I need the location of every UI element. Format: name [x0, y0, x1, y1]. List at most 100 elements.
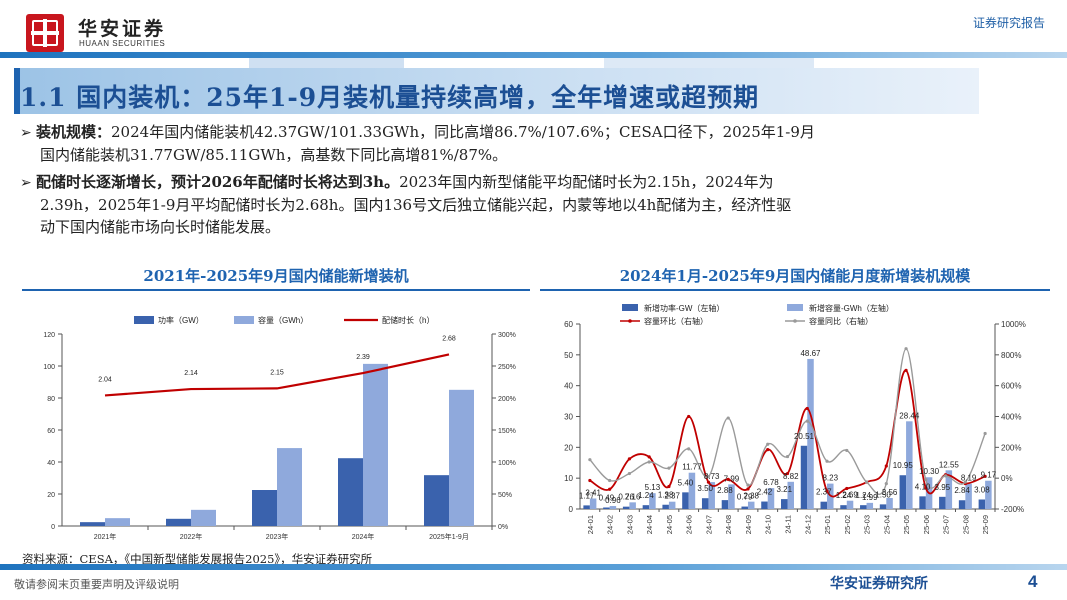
mom-point [706, 480, 711, 484]
bar-capacity [105, 518, 130, 526]
mom-point [884, 464, 888, 468]
x-tick-label: 25-03 [863, 515, 872, 534]
duration-data-label: 2.14 [184, 370, 198, 377]
bar-power [800, 445, 808, 509]
bar-data-label: 2.84 [954, 486, 970, 495]
bar-power [642, 505, 650, 509]
x-tick-label: 25-05 [902, 515, 911, 534]
yoy-point [706, 475, 711, 479]
bar-power [860, 505, 867, 509]
bar-data-label: 1.38 [658, 491, 674, 500]
annual-install-chart: 0 20 40 60 80 100 120 0% 50% 100% 150% 200% 250% 300%… [43, 315, 516, 541]
bullet-lead: 装机规模： [36, 123, 112, 141]
x-tick-label: 24-04 [645, 515, 654, 534]
bullet-text: 2024年国内储能装机42.37GW/101.33GWh，同比高增86.7%/1… [111, 123, 815, 141]
bar-power [701, 498, 709, 509]
x-tick-label: 24-02 [606, 515, 615, 534]
page-number: 4 [1028, 572, 1038, 591]
x-tick-label: 24-12 [803, 515, 812, 534]
legend-label: 新增容量-GWh（左轴） [809, 303, 894, 313]
bar-power [840, 505, 847, 509]
bar-data-label: 48.67 [800, 349, 821, 358]
bar-power [166, 518, 191, 526]
bar-data-label: 2.38 [743, 492, 759, 501]
x-tick-label: 25-08 [961, 515, 970, 534]
x-tick-label: 2023年 [266, 532, 289, 541]
y2-tick-label: 150% [498, 428, 516, 435]
bar-capacity [649, 493, 656, 509]
bar-capacity [945, 470, 953, 509]
bar-data-label: 3.08 [974, 486, 990, 495]
mom-point [805, 406, 809, 411]
mom-point [627, 457, 632, 461]
bar-data-label: 20.51 [794, 432, 815, 441]
x-tick-label: 2025年1-9月 [429, 532, 469, 541]
yoy-line [589, 347, 986, 495]
bar-capacity [589, 498, 597, 509]
arrow-bullet-icon: ➢ [20, 125, 32, 141]
x-tick-label: 24-01 [586, 515, 595, 534]
yoy-point [963, 480, 967, 484]
bar-data-label: 28.44 [899, 411, 920, 420]
bar-capacity [728, 484, 735, 509]
report-type-label: 证券研究报告 [972, 16, 1045, 30]
bar-data-label: 7.99 [724, 474, 740, 483]
legend-label: 容量同比（右轴） [809, 316, 873, 326]
x-tick-label: 25-09 [981, 515, 990, 534]
disclaimer-link[interactable]: 敬请参阅末页重要声明及评级说明 [14, 578, 179, 591]
bar-data-label: 8.23 [822, 474, 838, 483]
yoy-point [805, 419, 809, 423]
mom-point [608, 487, 612, 491]
bar-capacity [609, 506, 617, 509]
duration-data-label: 2.39 [356, 354, 370, 361]
bar-power [721, 500, 729, 509]
bar-data-label: 10.30 [919, 467, 940, 476]
bar-data-label: 0.76 [618, 493, 634, 502]
y-tick-label: 60 [47, 428, 55, 435]
bar-data-label: 2.69 [842, 491, 858, 500]
bar-power [978, 499, 986, 509]
yoy-point [904, 347, 908, 351]
bar-power [958, 500, 966, 509]
bar-capacity [363, 363, 388, 526]
bar-data-label: 2.37 [816, 488, 832, 497]
yoy-point [667, 466, 671, 470]
header-divider [0, 52, 1067, 58]
mom-point [766, 448, 770, 452]
right-chart-title: 2024年1月-2025年9月国内储能月度新增装机规模 [619, 267, 971, 285]
x-tick-label: 24-05 [665, 515, 674, 534]
section-title-band [14, 58, 979, 114]
legend-label: 容量环比（右轴） [644, 316, 708, 326]
bar-data-label: 6.78 [763, 478, 779, 487]
bar-capacity [449, 389, 474, 526]
bar-power [583, 505, 590, 509]
y2-tick-label: 300% [498, 332, 516, 339]
mom-point [588, 478, 592, 483]
bar-power [939, 496, 946, 509]
legend-swatch [787, 304, 803, 311]
x-tick-label: 2024年 [352, 532, 375, 541]
y-tick-label: 100 [43, 364, 55, 371]
bar-power [80, 522, 105, 526]
bar-data-label: 0.79 [737, 493, 753, 502]
y-tick-label: 40 [564, 382, 573, 391]
bar-capacity [846, 500, 854, 509]
y2-tick-label: 800% [1001, 351, 1021, 360]
legend-label: 功率（GW） [158, 315, 204, 325]
y2-tick-label: 0% [498, 524, 508, 531]
y-tick-label: 120 [43, 332, 55, 339]
x-tick-label: 2021年 [94, 532, 117, 541]
mom-point [983, 474, 987, 478]
yoy-point [845, 448, 849, 453]
yoy-point [825, 459, 829, 463]
bar-data-label: 4.10 [915, 482, 931, 491]
bar-capacity [629, 502, 636, 509]
brand-name: 华安证券 [78, 18, 167, 40]
mom-point [667, 484, 671, 489]
bar-power [761, 501, 768, 509]
yoy-point [785, 454, 790, 459]
yoy-point [924, 478, 928, 482]
legend-swatch [134, 316, 154, 324]
legend-swatch [234, 316, 254, 324]
bar-data-label: 3.41 [585, 488, 601, 497]
